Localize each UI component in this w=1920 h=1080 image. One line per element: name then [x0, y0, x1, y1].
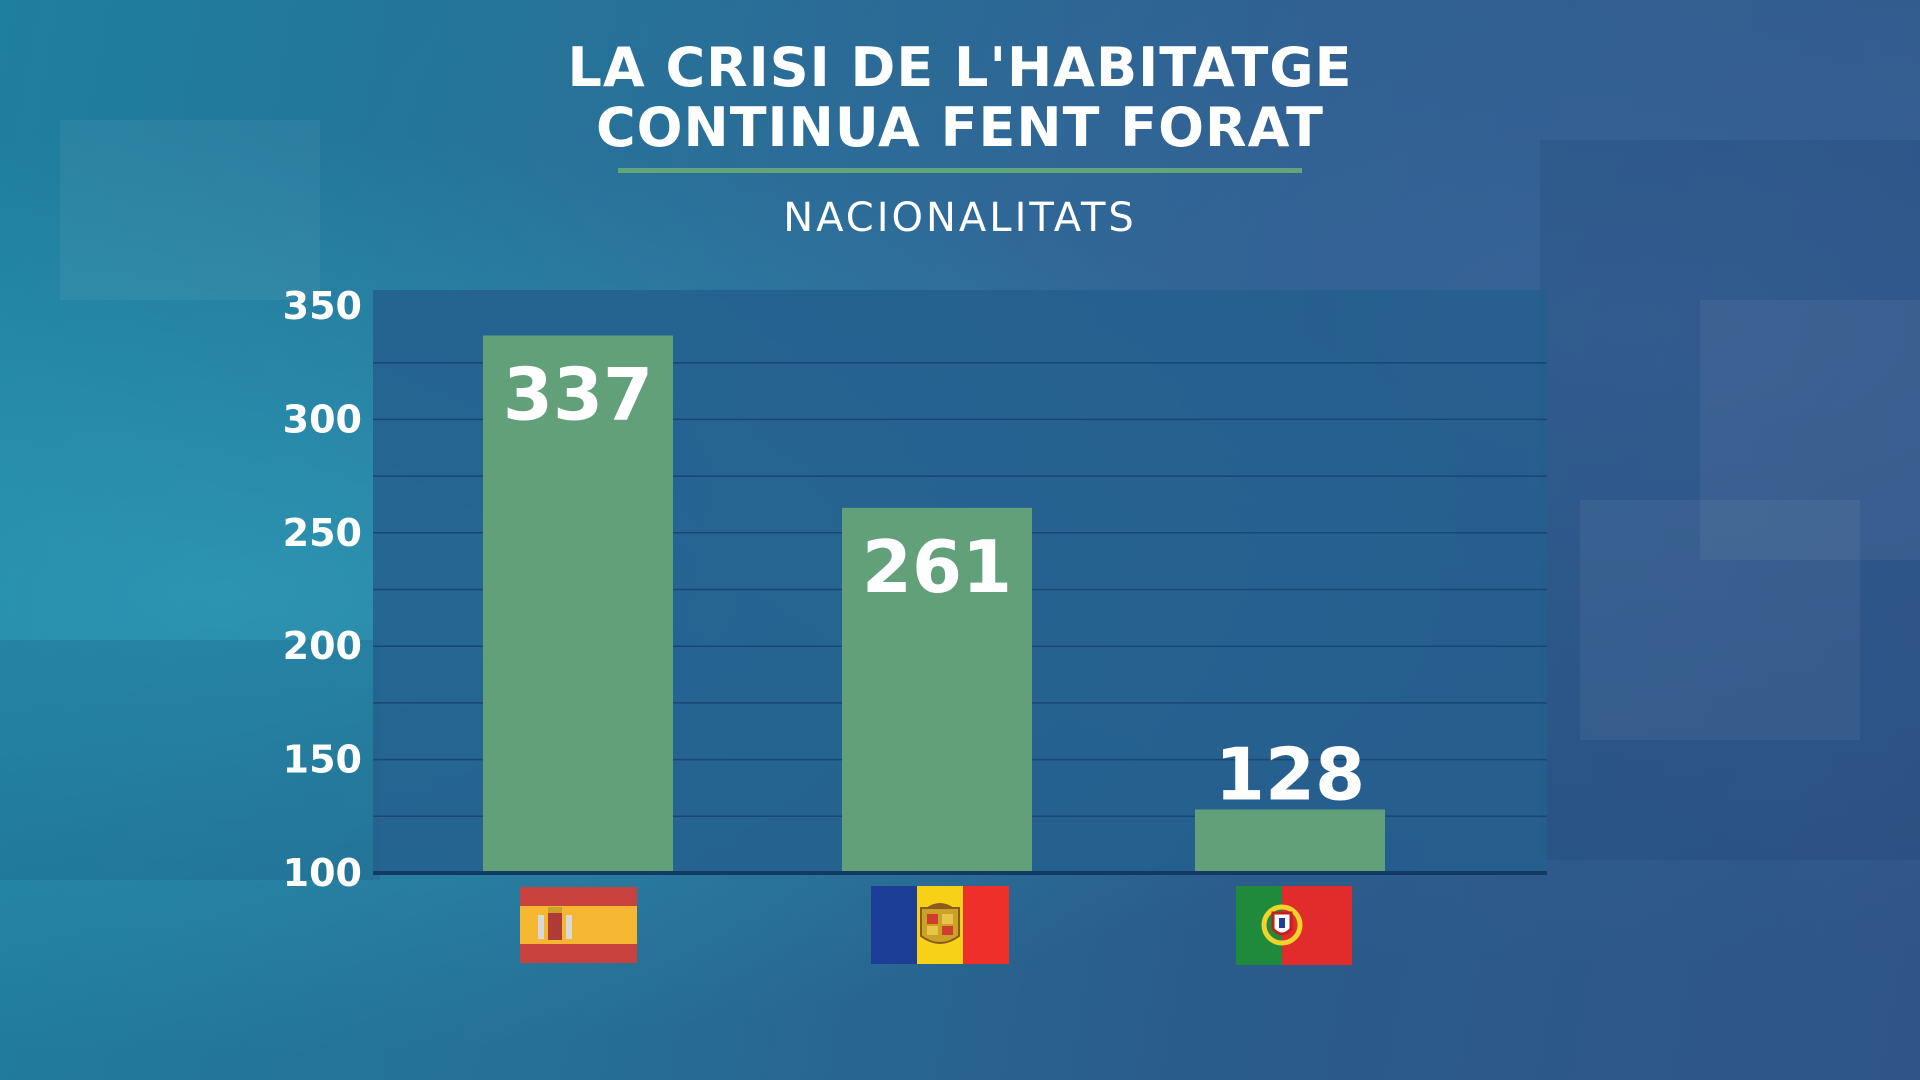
background-building-shape: [1540, 140, 1920, 860]
bar-data-label: 128: [1215, 732, 1365, 816]
title-underline: [618, 168, 1302, 173]
andorra-coat-of-arms-icon: [920, 903, 960, 944]
y-tick-label: 350: [283, 284, 362, 328]
y-tick-label: 250: [283, 511, 362, 555]
chart-title-line-2: CONTINUA FENT FORAT: [595, 96, 1325, 159]
background-building-shape: [0, 640, 380, 880]
background-building-shape: [1700, 300, 1920, 560]
spain-coat-of-arms-icon: [538, 907, 572, 940]
chart-title: LA CRISI DE L'HABITATGE CONTINUA FENT FO…: [0, 38, 1920, 158]
y-tick-label: 150: [283, 738, 362, 782]
portugal-coat-of-arms-icon: [1261, 904, 1303, 946]
y-tick-label: 100: [283, 851, 362, 895]
andorra-flag: [871, 886, 1009, 964]
y-tick-label: 300: [283, 397, 362, 441]
bars: 337 261 128: [483, 335, 1385, 873]
chart-subtitle: NACIONALITATS: [783, 195, 1137, 241]
y-axis-tick-labels: 350 300 250 200 150 100: [283, 284, 362, 895]
y-tick-label: 200: [283, 624, 362, 668]
background-building-shape: [60, 120, 320, 300]
bar-data-label: 261: [862, 525, 1012, 609]
spain-flag: [520, 887, 637, 963]
bar: [1195, 809, 1385, 873]
background-building-shape: [1580, 500, 1860, 740]
bar: [483, 335, 673, 873]
chart-title-line-1: LA CRISI DE L'HABITATGE: [567, 36, 1353, 99]
portugal-flag: [1236, 886, 1352, 965]
bar: [842, 507, 1032, 873]
category-flags: [520, 886, 1352, 965]
bar-data-label: 337: [503, 352, 653, 436]
